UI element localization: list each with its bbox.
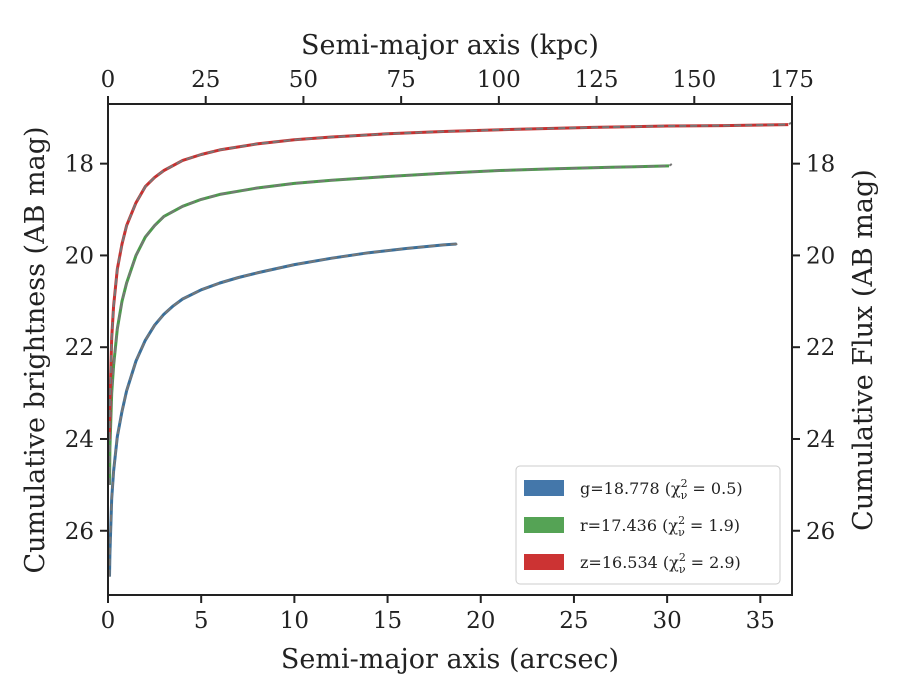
x-tick-label-bottom: 5: [194, 608, 209, 634]
model-line-g: [108, 241, 460, 577]
x-tick-label-top: 25: [191, 67, 220, 93]
y-tick-label-left: 24: [65, 427, 94, 453]
x-tick-label-bottom: 20: [466, 608, 495, 634]
legend-label: g=18.778 (χ2 ν = 0.5): [580, 477, 743, 502]
x-tick-label-bottom: 35: [746, 608, 775, 634]
y-tick-label-left: 20: [65, 243, 94, 269]
x-tick-label-top: 75: [387, 67, 416, 93]
y-tick-label-right: 20: [806, 243, 835, 269]
series-lines: [108, 121, 792, 577]
model-line-r: [108, 163, 673, 485]
legend-box: [515, 465, 781, 585]
y-tick-label-left: 22: [65, 335, 94, 361]
plot-frame: [107, 103, 793, 596]
y-tick-label-left: 18: [65, 152, 94, 178]
model-line-z: [108, 121, 792, 440]
y-tick-label-right: 22: [806, 335, 835, 361]
x-tick-label-bottom: 0: [101, 608, 116, 634]
legend-swatch: [524, 480, 564, 496]
legend-swatch: [524, 554, 564, 570]
y-tick-label-right: 24: [806, 427, 835, 453]
legend-label: r=17.436 (χ2 ν = 1.9): [580, 514, 740, 539]
x-tick-label-bottom: 10: [280, 608, 309, 634]
x-tick-label-top: 150: [672, 67, 716, 93]
x-axis-label-bottom: Semi-major axis (arcsec): [281, 644, 619, 675]
y-axis-label-left: Cumulative brightness (AB mag): [20, 126, 51, 573]
x-tick-label-top: 175: [770, 67, 814, 93]
x-tick-label-top: 0: [101, 67, 116, 93]
legend-items: g=18.778 (χ2 ν = 0.5) r=17.436 (χ2 ν = 1.9)…: [524, 477, 743, 576]
x-tick-label-top: 125: [575, 67, 619, 93]
y-tick-label-left: 26: [65, 519, 94, 545]
legend: g=18.778 (χ2 ν = 0.5) r=17.436 (χ2 ν = 1.9)…: [515, 465, 781, 585]
ticks: 0 5 10 15 20 25 30 35 0 25 50 75 100 125 150 175 18 18 20 2…: [65, 67, 836, 634]
y-tick-label-right: 18: [806, 152, 835, 178]
y-axis-label-right: Cumulative Flux (AB mag): [848, 169, 879, 531]
legend-swatch: [524, 517, 564, 533]
x-tick-label-top: 100: [477, 67, 521, 93]
x-tick-label-top: 50: [289, 67, 318, 93]
x-tick-label-bottom: 25: [559, 608, 588, 634]
x-tick-label-bottom: 15: [373, 608, 402, 634]
y-tick-label-right: 26: [806, 519, 835, 545]
x-tick-label-bottom: 30: [652, 608, 681, 634]
legend-label: z=16.534 (χ2 ν = 2.9): [580, 551, 741, 576]
x-axis-label-top: Semi-major axis (kpc): [301, 30, 599, 61]
